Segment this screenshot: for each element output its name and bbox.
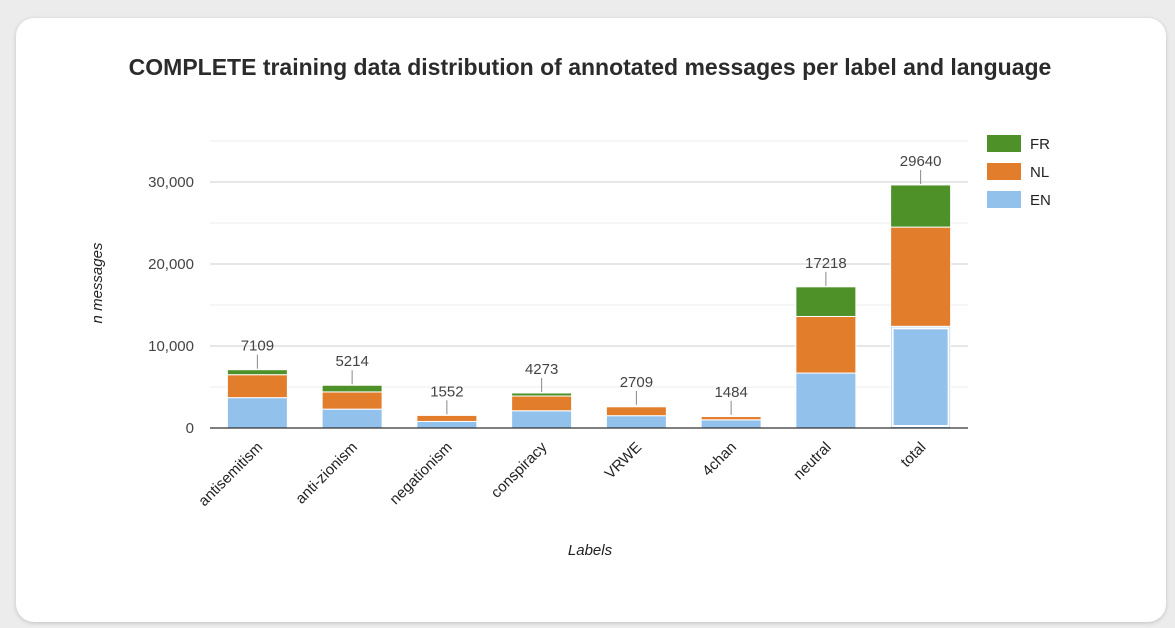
- bar-nl-vrwe[interactable]: [605, 406, 667, 417]
- bar-en-4chan[interactable]: [700, 419, 762, 429]
- bar-en-neutral[interactable]: [795, 372, 857, 429]
- legend-swatch-fr[interactable]: [987, 135, 1021, 152]
- bar-fr-4chan[interactable]: [700, 415, 762, 418]
- bar-en-antisemitism[interactable]: [226, 397, 288, 429]
- bars: [226, 184, 952, 429]
- bar-en-anti-zionism[interactable]: [321, 408, 383, 429]
- bar-selection-outline: [891, 327, 950, 428]
- x-axis-label: Labels: [568, 542, 613, 559]
- bar-fr-conspiracy[interactable]: [511, 392, 573, 397]
- bar-en-vrwe[interactable]: [605, 415, 667, 429]
- bar-nl-antisemitism[interactable]: [226, 374, 288, 399]
- bar-nl-anti-zionism[interactable]: [321, 391, 383, 410]
- bar-en-total[interactable]: [890, 325, 952, 429]
- total-label: 2709: [620, 374, 653, 391]
- x-tick-label: 4chan: [699, 439, 740, 480]
- y-tick-label: 30,000: [148, 174, 194, 191]
- x-tick-label: antisemitism: [195, 439, 266, 510]
- legend[interactable]: FR NL EN: [987, 135, 1051, 209]
- bar-nl-negationism[interactable]: [416, 414, 478, 422]
- y-axis-ticks: 0 10,000 20,000 30,000: [148, 174, 194, 437]
- legend-label-nl[interactable]: NL: [1030, 164, 1049, 181]
- bar-nl-neutral[interactable]: [795, 315, 857, 374]
- bar-nl-conspiracy[interactable]: [511, 395, 573, 412]
- x-tick-label: negationism: [386, 439, 455, 508]
- x-tick-label: anti-zionism: [292, 439, 361, 508]
- total-label: 5214: [335, 353, 368, 370]
- total-label: 17218: [805, 255, 847, 272]
- bar-nl-total[interactable]: [890, 226, 952, 327]
- bar-fr-vrwe[interactable]: [605, 405, 667, 408]
- total-label: 1484: [714, 384, 747, 401]
- y-tick-label: 0: [186, 420, 194, 437]
- total-label: 7109: [241, 338, 274, 355]
- total-labels: 7109 5214 1552 4273 2709 1484 17218 29640: [241, 153, 942, 415]
- x-tick-label: conspiracy: [488, 438, 551, 501]
- bar-fr-antisemitism[interactable]: [226, 369, 288, 376]
- legend-label-fr[interactable]: FR: [1030, 136, 1050, 153]
- bar-en-conspiracy[interactable]: [511, 410, 573, 429]
- total-label: 4273: [525, 361, 558, 378]
- legend-swatch-nl[interactable]: [987, 163, 1021, 180]
- bar-fr-total[interactable]: [890, 184, 952, 228]
- chart-title: COMPLETE training data distribution of a…: [129, 54, 1052, 80]
- y-tick-label: 10,000: [148, 338, 194, 355]
- y-tick-label: 20,000: [148, 256, 194, 273]
- y-axis-label: n messages: [89, 242, 106, 323]
- bar-fr-neutral[interactable]: [795, 286, 857, 317]
- x-axis-ticks: antisemitism anti-zionism negationism consp…: [195, 438, 929, 509]
- bar-en-negationism[interactable]: [416, 420, 478, 429]
- x-tick-label: neutral: [790, 439, 834, 483]
- bar-fr-anti-zionism[interactable]: [321, 384, 383, 393]
- total-label: 29640: [900, 153, 942, 170]
- legend-swatch-en[interactable]: [987, 191, 1021, 208]
- x-tick-label: total: [897, 439, 929, 471]
- total-label: 1552: [430, 383, 463, 400]
- legend-label-en[interactable]: EN: [1030, 192, 1051, 209]
- chart-card: [16, 18, 1166, 622]
- x-tick-label: VRWE: [602, 439, 646, 483]
